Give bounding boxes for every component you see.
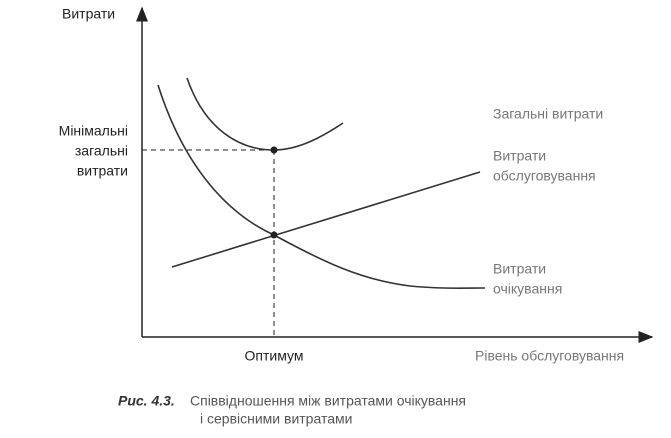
total-label: Загальні витрати <box>493 106 603 122</box>
caption-number: Рис. 4.3. <box>118 393 175 409</box>
min-label: Мінімальні <box>59 123 128 139</box>
caption-text: і сервісними витратами <box>200 411 352 427</box>
min-label: загальні <box>75 143 128 159</box>
service-line <box>171 171 481 268</box>
waiting-curve <box>157 84 486 289</box>
min-point <box>270 146 278 154</box>
min-label: витрати <box>77 163 128 179</box>
service-label: обслуговування <box>493 168 596 184</box>
waiting-label: Витрати <box>493 261 546 277</box>
total-curve <box>186 77 344 151</box>
caption-text: Співвідношення між витратами очікування <box>190 393 466 409</box>
y-label: Витрати <box>62 6 115 22</box>
optimum-label: Оптимум <box>245 348 304 364</box>
cross-point <box>270 231 278 239</box>
service-label: Витрати <box>493 148 546 164</box>
waiting-label: очікування <box>493 281 562 297</box>
x-label: Рівень обслуговування <box>475 348 624 364</box>
